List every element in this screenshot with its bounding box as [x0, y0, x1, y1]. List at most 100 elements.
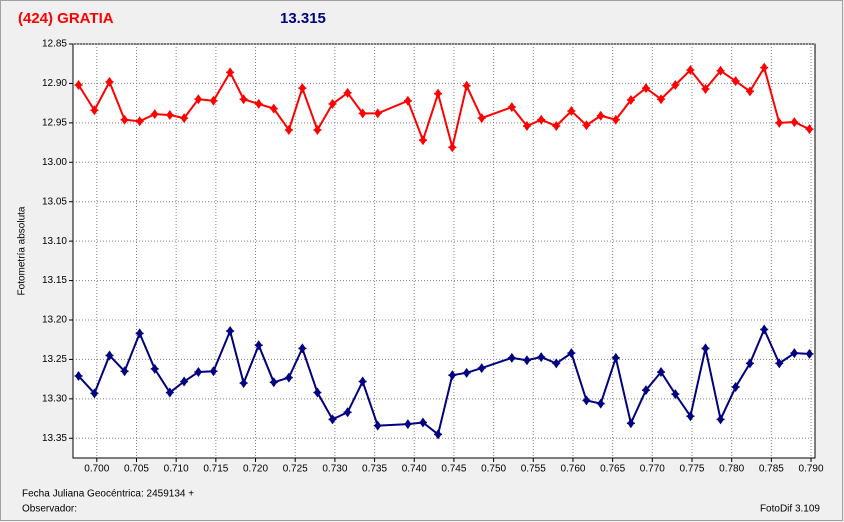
x-tick-label: 0.745 — [441, 464, 466, 475]
data-point — [462, 80, 471, 91]
data-point — [209, 95, 218, 106]
data-point — [180, 376, 189, 387]
data-point — [671, 80, 680, 91]
data-point — [313, 387, 322, 398]
data-point — [745, 86, 754, 97]
magnitude: 13.315 — [280, 10, 326, 27]
data-point — [537, 352, 546, 363]
data-point — [269, 377, 278, 388]
data-point — [165, 109, 174, 120]
data-point — [226, 326, 235, 337]
data-point — [448, 370, 457, 381]
y-tick-label: 13.05 — [42, 196, 67, 207]
data-point — [298, 83, 307, 94]
x-tick-label: 0.790 — [799, 464, 824, 475]
data-point — [298, 343, 307, 354]
data-point — [180, 113, 189, 124]
x-tick-label: 0.785 — [759, 464, 784, 475]
data-point — [165, 387, 174, 398]
data-point — [716, 414, 725, 425]
data-point — [775, 358, 784, 369]
data-point — [805, 348, 814, 359]
data-point — [760, 62, 769, 73]
data-point — [522, 121, 531, 132]
data-point — [418, 417, 427, 428]
data-point — [135, 328, 144, 339]
observer-label: Observador: — [22, 504, 77, 515]
data-point — [403, 95, 412, 106]
y-tick-label: 13.30 — [42, 393, 67, 404]
data-point — [418, 135, 427, 146]
data-point — [582, 120, 591, 131]
x-tick-label: 0.760 — [560, 464, 585, 475]
y-tick-label: 12.85 — [42, 39, 67, 50]
data-point — [74, 370, 83, 381]
data-point — [596, 110, 605, 121]
data-point — [343, 87, 352, 98]
y-tick-label: 12.95 — [42, 117, 67, 128]
data-point — [358, 108, 367, 119]
data-point — [596, 398, 605, 409]
x-tick-label: 0.770 — [640, 464, 665, 475]
data-point — [701, 343, 710, 354]
data-point — [209, 366, 218, 377]
data-point — [343, 407, 352, 418]
data-point — [626, 418, 635, 429]
y-tick-label: 13.10 — [42, 236, 67, 247]
data-point — [567, 106, 576, 117]
data-point — [731, 382, 740, 393]
data-point — [775, 117, 784, 128]
y-tick-label: 13.25 — [42, 354, 67, 365]
data-point — [745, 358, 754, 369]
data-point — [105, 76, 114, 87]
data-point — [135, 116, 144, 127]
data-point — [790, 117, 799, 128]
x-tick-label: 0.775 — [679, 464, 704, 475]
x-tick-label: 0.710 — [164, 464, 189, 475]
data-point — [150, 363, 159, 374]
data-point — [328, 98, 337, 109]
data-point — [226, 67, 235, 78]
x-tick-label: 0.765 — [600, 464, 625, 475]
data-point — [686, 65, 695, 76]
data-point — [641, 83, 650, 94]
data-point — [373, 108, 382, 119]
data-point — [552, 358, 561, 369]
data-point — [120, 114, 129, 125]
data-point — [269, 103, 278, 114]
data-point — [522, 355, 531, 366]
data-point — [239, 94, 248, 105]
data-point — [805, 124, 814, 135]
data-point — [284, 372, 293, 383]
series-line — [77, 65, 810, 148]
data-point — [701, 83, 710, 94]
x-tick-label: 0.725 — [283, 464, 308, 475]
data-point — [537, 114, 546, 125]
data-point — [239, 378, 248, 389]
y-tick-label: 12.90 — [42, 78, 67, 89]
data-point — [373, 420, 382, 431]
y-tick-label: 13.20 — [42, 315, 67, 326]
x-tick-label: 0.720 — [243, 464, 268, 475]
data-point — [611, 114, 620, 125]
data-point — [150, 109, 159, 120]
data-point — [434, 429, 443, 440]
data-point — [90, 388, 99, 399]
data-point — [507, 102, 516, 113]
object-title: (424) GRATIA — [18, 10, 114, 27]
data-point — [403, 419, 412, 430]
data-point — [611, 352, 620, 363]
data-point — [74, 80, 83, 91]
data-point — [194, 367, 203, 378]
data-point — [686, 411, 695, 422]
data-point — [254, 340, 263, 351]
data-point — [120, 366, 129, 377]
y-axis-label: Fotometría absoluta — [17, 206, 28, 295]
data-point — [284, 124, 293, 135]
x-tick-label: 0.755 — [521, 464, 546, 475]
data-point — [507, 352, 516, 363]
data-point — [641, 385, 650, 396]
data-point — [477, 363, 486, 374]
data-point — [477, 113, 486, 124]
